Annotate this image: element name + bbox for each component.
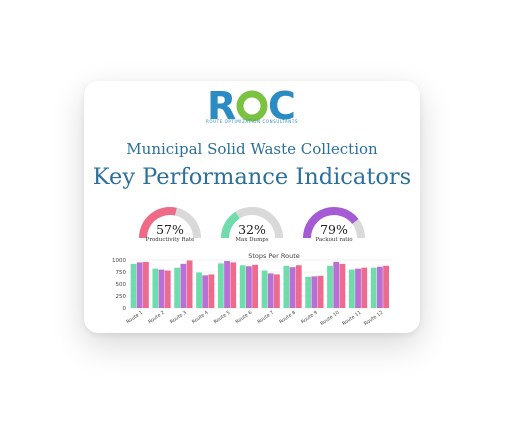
bar	[152, 268, 159, 308]
bar	[333, 261, 340, 308]
bar	[143, 261, 149, 308]
gauge-max-dumps: 32% Max Dumps	[219, 206, 285, 248]
bar	[295, 265, 302, 308]
bar	[274, 274, 280, 308]
roc-logo: R C	[207, 85, 296, 128]
gauge-label: Packout ratio	[315, 237, 353, 243]
x-tick-label: Route 1	[125, 310, 144, 326]
logo-tagline: ROUTE OPTIMIZATION CONSULTANTS	[205, 119, 299, 124]
bar	[230, 262, 237, 308]
logo-letter-r: R	[207, 85, 236, 128]
gauge-productivity-rate: 57% Productivity Rate	[137, 206, 203, 248]
gauge-fill	[221, 211, 240, 239]
gauge-fill	[139, 207, 177, 239]
x-tick-label: Route 11	[341, 310, 362, 327]
logo-letter-c: C	[268, 85, 296, 128]
bar	[339, 263, 346, 308]
gauge-label: Productivity Rate	[145, 237, 195, 243]
bar	[130, 263, 137, 308]
bar	[261, 270, 268, 308]
logo-o-ring	[236, 90, 268, 122]
x-tick-label: Route 12	[363, 310, 384, 327]
bar	[224, 260, 230, 308]
kpi-card: R C ROUTE OPTIMIZATION CONSULTANTS Munic…	[84, 81, 420, 333]
gauge-packout-ratio: 79% Packout ratio	[301, 206, 367, 248]
bar	[186, 260, 193, 308]
x-tick-label: Route 5	[213, 310, 232, 326]
gauge-value: 32%	[238, 222, 266, 237]
gauge-value: 57%	[156, 222, 184, 237]
x-tick-label: Route 2	[147, 310, 166, 326]
y-tick-label: 250	[116, 294, 127, 300]
x-tick-label: Route 6	[235, 310, 254, 326]
chart-title: Stops Per Route	[248, 252, 300, 260]
bar	[245, 266, 252, 308]
bar	[202, 275, 209, 308]
bar	[348, 269, 355, 308]
bar	[164, 270, 171, 308]
x-tick-label: Route 3	[169, 310, 188, 326]
page-subtitle: Municipal Solid Waste Collection	[126, 140, 378, 158]
bar	[174, 267, 181, 308]
x-tick-label: Route 10	[319, 310, 340, 327]
bar	[196, 272, 202, 308]
bar	[136, 262, 143, 308]
bar	[208, 274, 215, 308]
bar	[376, 266, 383, 308]
bar	[158, 269, 165, 308]
bar	[283, 265, 290, 308]
x-tick-label: Route 8	[278, 310, 297, 326]
x-tick-label: Route 7	[256, 310, 275, 326]
bar	[267, 273, 274, 308]
gauge-value: 79%	[320, 222, 348, 237]
gauge-label: Max Dumps	[235, 237, 269, 243]
bar	[361, 267, 368, 308]
gauge-fill	[303, 207, 359, 239]
bar	[355, 268, 361, 308]
bar	[217, 263, 224, 308]
bar	[305, 276, 312, 308]
bar	[239, 265, 246, 308]
bar	[252, 264, 258, 308]
bar	[370, 267, 377, 308]
bar	[327, 265, 333, 308]
y-tick-label: 500	[116, 282, 127, 288]
bar	[311, 276, 318, 308]
bar	[180, 263, 187, 308]
y-tick-label: 1000	[112, 258, 126, 264]
bar	[289, 267, 296, 308]
x-tick-label: Route 4	[191, 310, 210, 326]
bar	[383, 265, 389, 308]
y-tick-label: 750	[116, 270, 127, 276]
x-tick-label: Route 9	[300, 310, 319, 326]
page-title: Key Performance Indicators	[92, 164, 412, 190]
bar	[317, 275, 324, 308]
y-tick-label: 0	[123, 306, 127, 312]
